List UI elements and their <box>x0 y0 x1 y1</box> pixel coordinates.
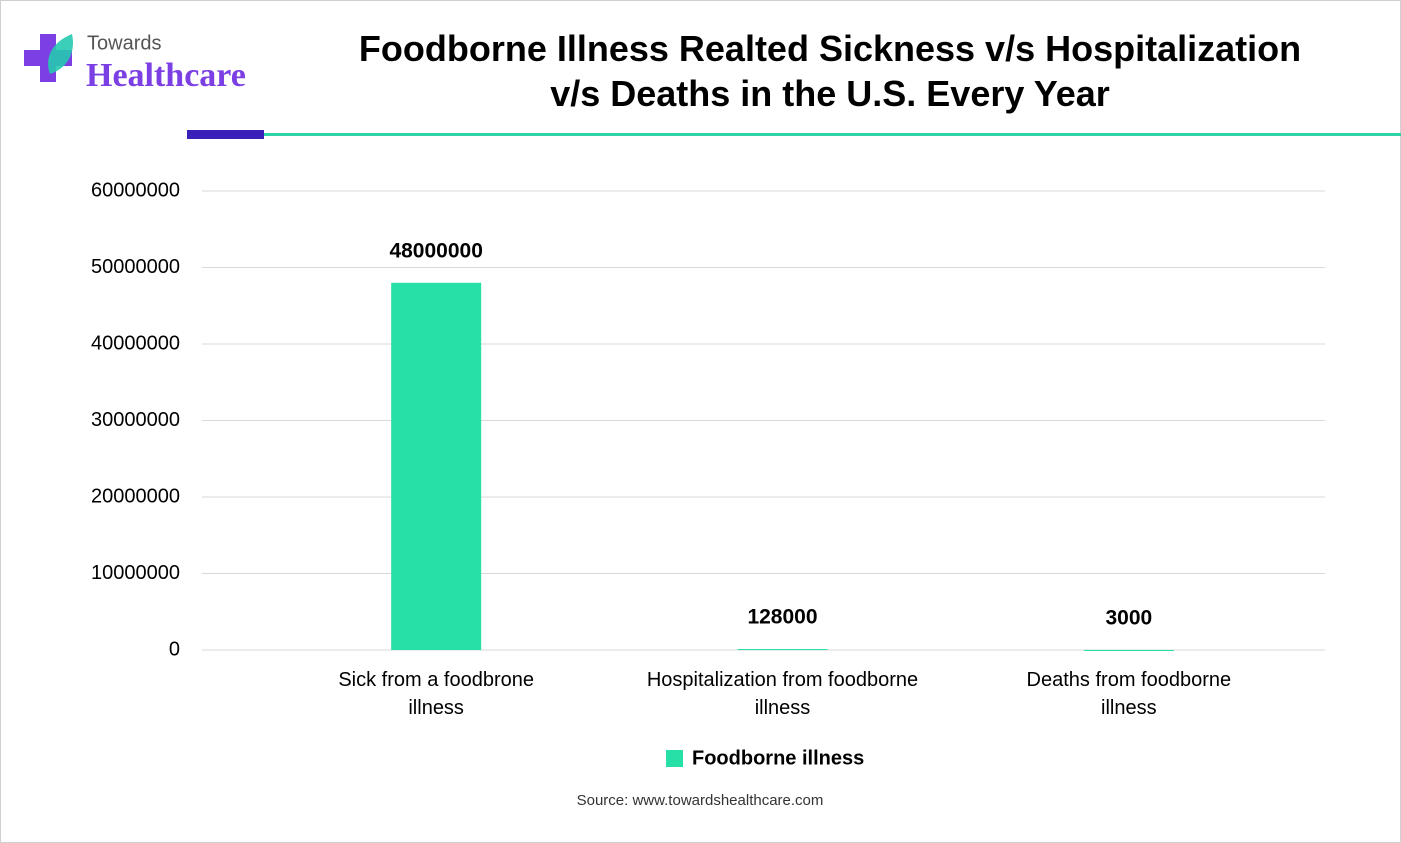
bar <box>391 282 482 650</box>
bar <box>737 649 828 651</box>
legend-swatch <box>666 750 683 767</box>
data-label: 3000 <box>1105 607 1152 630</box>
logo-line1: Towards <box>87 32 161 54</box>
header-rule <box>264 133 1401 136</box>
header-accent <box>187 130 264 139</box>
y-tick-label: 60000000 <box>91 179 180 201</box>
x-tick-label: Deaths from foodborne illness <box>1026 669 1232 719</box>
y-tick-label: 40000000 <box>91 332 180 354</box>
y-tick-label: 30000000 <box>91 409 180 431</box>
y-tick-label: 50000000 <box>91 256 180 278</box>
logo-icon <box>24 34 74 82</box>
data-label: 48000000 <box>389 239 482 262</box>
x-tick-label: Sick from a foodbrone illness <box>338 669 534 719</box>
source: Source: www.towardshealthcare.com <box>577 792 824 809</box>
chart-title: Foodborne Illness Realted Sickness v/s H… <box>358 28 1302 114</box>
x-tick-label: Hospitalization from foodborne illness <box>646 669 919 719</box>
y-tick-label: 20000000 <box>91 485 180 507</box>
legend-label: Foodborne illness <box>692 747 864 769</box>
y-tick-label: 10000000 <box>91 562 180 584</box>
y-tick-label: 0 <box>169 638 180 660</box>
logo-line2: Healthcare <box>86 57 246 94</box>
logo-cross <box>24 34 72 82</box>
data-label: 128000 <box>747 606 817 629</box>
bar <box>1083 649 1174 651</box>
logo-leaf <box>48 34 74 74</box>
